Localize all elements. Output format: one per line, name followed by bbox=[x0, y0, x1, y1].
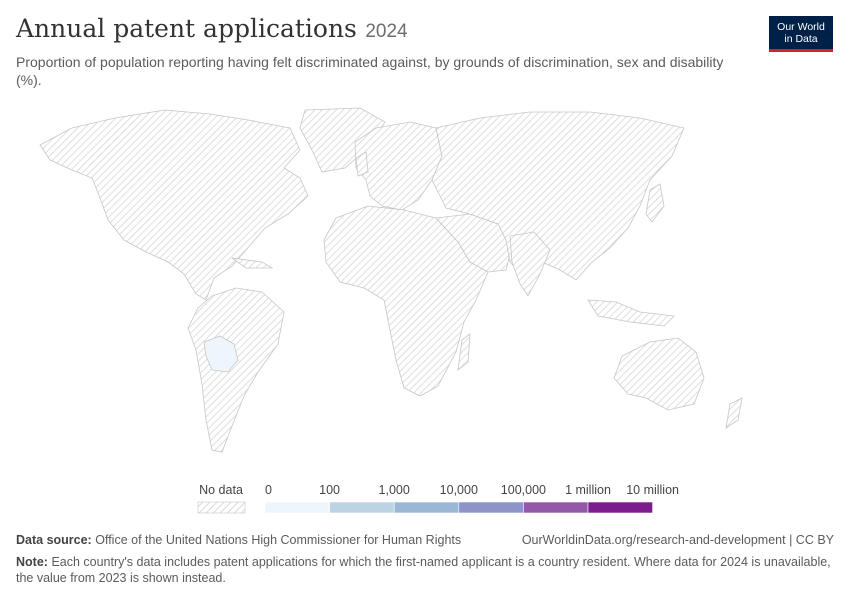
map-legend: No data 0 100 1,000 10,000 100,000 1 million 1… bbox=[197, 483, 679, 514]
legend-swatch-2[interactable] bbox=[393, 501, 460, 514]
legend-swatch-3[interactable] bbox=[458, 501, 524, 514]
madagascar-shape[interactable] bbox=[457, 333, 471, 371]
source-text: Office of the United Nations High Commis… bbox=[95, 533, 462, 547]
footer-note-row: Note: Each country's data includes paten… bbox=[16, 554, 834, 586]
legend-tick-label-1: 100 bbox=[319, 483, 340, 497]
legend-tick-label-4: 100,000 bbox=[501, 483, 546, 497]
south-america-shape[interactable] bbox=[187, 287, 285, 453]
asia-shape[interactable] bbox=[431, 111, 685, 281]
footer-source-row: Data source: Office of the United Nation… bbox=[16, 533, 834, 547]
new-zealand-shape[interactable] bbox=[725, 397, 743, 429]
world-map bbox=[39, 107, 743, 453]
australia-shape[interactable] bbox=[613, 337, 705, 411]
legend-tick-label-0: 0 bbox=[265, 483, 272, 497]
bolivia-shape[interactable] bbox=[203, 335, 239, 373]
caribbean-shape[interactable] bbox=[231, 257, 274, 269]
logo-line-2: in Data bbox=[784, 33, 818, 45]
india-shape[interactable] bbox=[509, 231, 551, 297]
north-america-shape[interactable] bbox=[39, 109, 309, 301]
legend-tick-label-6: 10 million bbox=[626, 483, 679, 497]
chart-year: 2024 bbox=[365, 21, 408, 42]
legend-bins: 0 100 1,000 10,000 100,000 1 million 10 millio… bbox=[264, 483, 679, 514]
note-label: Note: bbox=[16, 555, 48, 569]
owid-logo[interactable]: Our World in Data bbox=[769, 16, 833, 52]
southeast-asia-islands-shape[interactable] bbox=[587, 299, 675, 327]
legend-swatch-4[interactable] bbox=[523, 501, 589, 514]
legend-no-data-swatch[interactable] bbox=[197, 501, 246, 514]
legend-tick-label-5: 1 million bbox=[565, 483, 611, 497]
japan-shape[interactable] bbox=[645, 183, 665, 223]
legend-tick-label-3: 10,000 bbox=[440, 483, 478, 497]
legend-tick-label-2: 1,000 bbox=[379, 483, 410, 497]
greenland-shape[interactable] bbox=[299, 107, 386, 173]
uk-shape[interactable] bbox=[355, 151, 369, 177]
source-url[interactable]: OurWorldinData.org/research-and-developm… bbox=[521, 533, 834, 547]
note-text: Each country's data includes patent appl… bbox=[16, 555, 831, 585]
title-row: Annual patent applications 2024 bbox=[16, 14, 408, 43]
chart-subtitle: Proportion of population reporting havin… bbox=[16, 54, 724, 88]
legend-swatch-0[interactable] bbox=[264, 501, 330, 514]
source-label: Data source: bbox=[16, 533, 92, 547]
legend-swatch-5[interactable] bbox=[587, 501, 653, 514]
europe-shape[interactable] bbox=[354, 121, 443, 211]
chart-title: Annual patent applications bbox=[16, 14, 357, 43]
legend-no-data-label: No data bbox=[199, 483, 243, 497]
legend-swatch-1[interactable] bbox=[329, 501, 395, 514]
logo-line-1: Our World bbox=[777, 21, 825, 33]
